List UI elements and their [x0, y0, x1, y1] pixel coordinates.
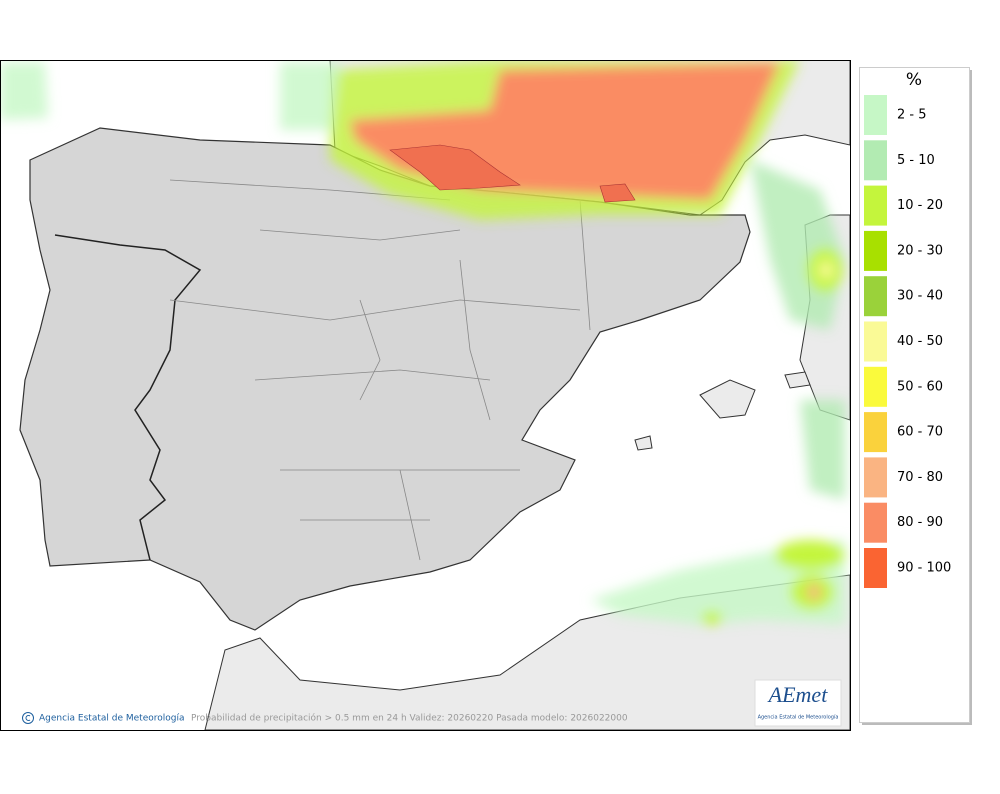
copyright: Agencia Estatal de Meteorología [39, 714, 185, 724]
legend-swatch [864, 457, 887, 498]
legend-label: 10 - 20 [897, 198, 943, 213]
legend-label: 90 - 100 [897, 561, 951, 576]
map-frame [0, 60, 851, 731]
precipitation [0, 60, 845, 625]
caption: Probabilidad de precipitación > 0.5 mm e… [191, 713, 628, 724]
legend-label: 30 - 40 [897, 289, 943, 304]
legend-swatch [864, 548, 887, 588]
high-probability [389, 144, 636, 203]
logo: AEmet Agencia Estatal de Meteorología [754, 679, 842, 727]
map [0, 60, 850, 730]
legend-swatch [864, 321, 887, 362]
balearics [634, 371, 811, 451]
legend-label: 2 - 5 [897, 108, 927, 123]
legend-swatch [864, 412, 887, 453]
legend-label: 40 - 50 [897, 334, 943, 349]
legend-items: 2 - 5 5 - 10 10 - 20 20 - 30 30 - 40 40 - 50 5… [864, 95, 951, 588]
copyright-icon [22, 712, 34, 724]
portugal-border [54, 234, 202, 561]
legend-swatch [864, 276, 887, 317]
legend-label: 60 - 70 [897, 425, 943, 440]
legend-label: 50 - 60 [897, 379, 943, 394]
legend-label: 5 - 10 [897, 153, 935, 168]
legend-swatch [864, 140, 887, 181]
legend-swatch [864, 95, 887, 135]
legend-swatch [864, 230, 887, 271]
legend-swatch [864, 185, 887, 226]
legend-label: 70 - 80 [897, 470, 943, 485]
legend-label: 80 - 90 [897, 515, 943, 530]
logo-text: AEmet [767, 682, 829, 707]
legend-swatch [864, 502, 887, 543]
legend-label: 20 - 30 [897, 243, 943, 258]
logo-subtitle: Agencia Estatal de Meteorología [758, 714, 839, 721]
legend-swatch [864, 366, 887, 407]
legend-title: % [906, 70, 922, 90]
region-borders [169, 179, 591, 561]
